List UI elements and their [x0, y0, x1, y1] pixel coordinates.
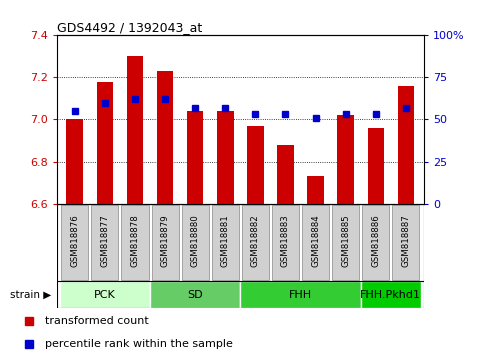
Text: GSM818881: GSM818881: [221, 215, 230, 267]
Bar: [157, 71, 174, 204]
Bar: [97, 82, 113, 204]
Bar: [362, 205, 389, 280]
Bar: [211, 205, 239, 280]
Bar: [247, 126, 264, 204]
Bar: [121, 205, 148, 280]
Text: FHH.Pkhd1: FHH.Pkhd1: [360, 290, 422, 300]
Text: transformed count: transformed count: [45, 316, 149, 326]
Bar: [151, 205, 178, 280]
Text: GSM818877: GSM818877: [101, 215, 109, 267]
Text: GSM818883: GSM818883: [281, 215, 290, 267]
Bar: [392, 205, 420, 280]
Bar: [217, 111, 234, 204]
Bar: [302, 205, 329, 280]
Bar: [307, 176, 324, 204]
Text: percentile rank within the sample: percentile rank within the sample: [45, 339, 233, 349]
Bar: [127, 56, 143, 204]
Bar: [61, 205, 88, 280]
Bar: [91, 205, 118, 280]
Text: GSM818885: GSM818885: [341, 215, 350, 267]
Bar: [398, 86, 414, 204]
Text: GDS4492 / 1392043_at: GDS4492 / 1392043_at: [57, 21, 202, 34]
Text: SD: SD: [187, 290, 203, 300]
Bar: [332, 205, 359, 280]
Text: GSM818886: GSM818886: [371, 215, 380, 267]
Bar: [368, 128, 384, 204]
Text: GSM818876: GSM818876: [70, 215, 79, 267]
Text: FHH: FHH: [289, 290, 312, 300]
Text: PCK: PCK: [94, 290, 116, 300]
Bar: [242, 205, 269, 280]
Bar: [150, 281, 241, 308]
Bar: [272, 205, 299, 280]
Bar: [361, 281, 421, 308]
Bar: [277, 145, 294, 204]
Bar: [187, 111, 204, 204]
Text: strain ▶: strain ▶: [10, 290, 51, 300]
Bar: [60, 281, 150, 308]
Text: GSM818880: GSM818880: [191, 215, 200, 267]
Text: GSM818879: GSM818879: [161, 215, 170, 267]
Bar: [337, 115, 354, 204]
Bar: [181, 205, 209, 280]
Text: GSM818887: GSM818887: [401, 215, 410, 267]
Bar: [67, 119, 83, 204]
Text: GSM818884: GSM818884: [311, 215, 320, 267]
Text: GSM818878: GSM818878: [131, 215, 140, 267]
Bar: [241, 281, 361, 308]
Text: GSM818882: GSM818882: [251, 215, 260, 267]
